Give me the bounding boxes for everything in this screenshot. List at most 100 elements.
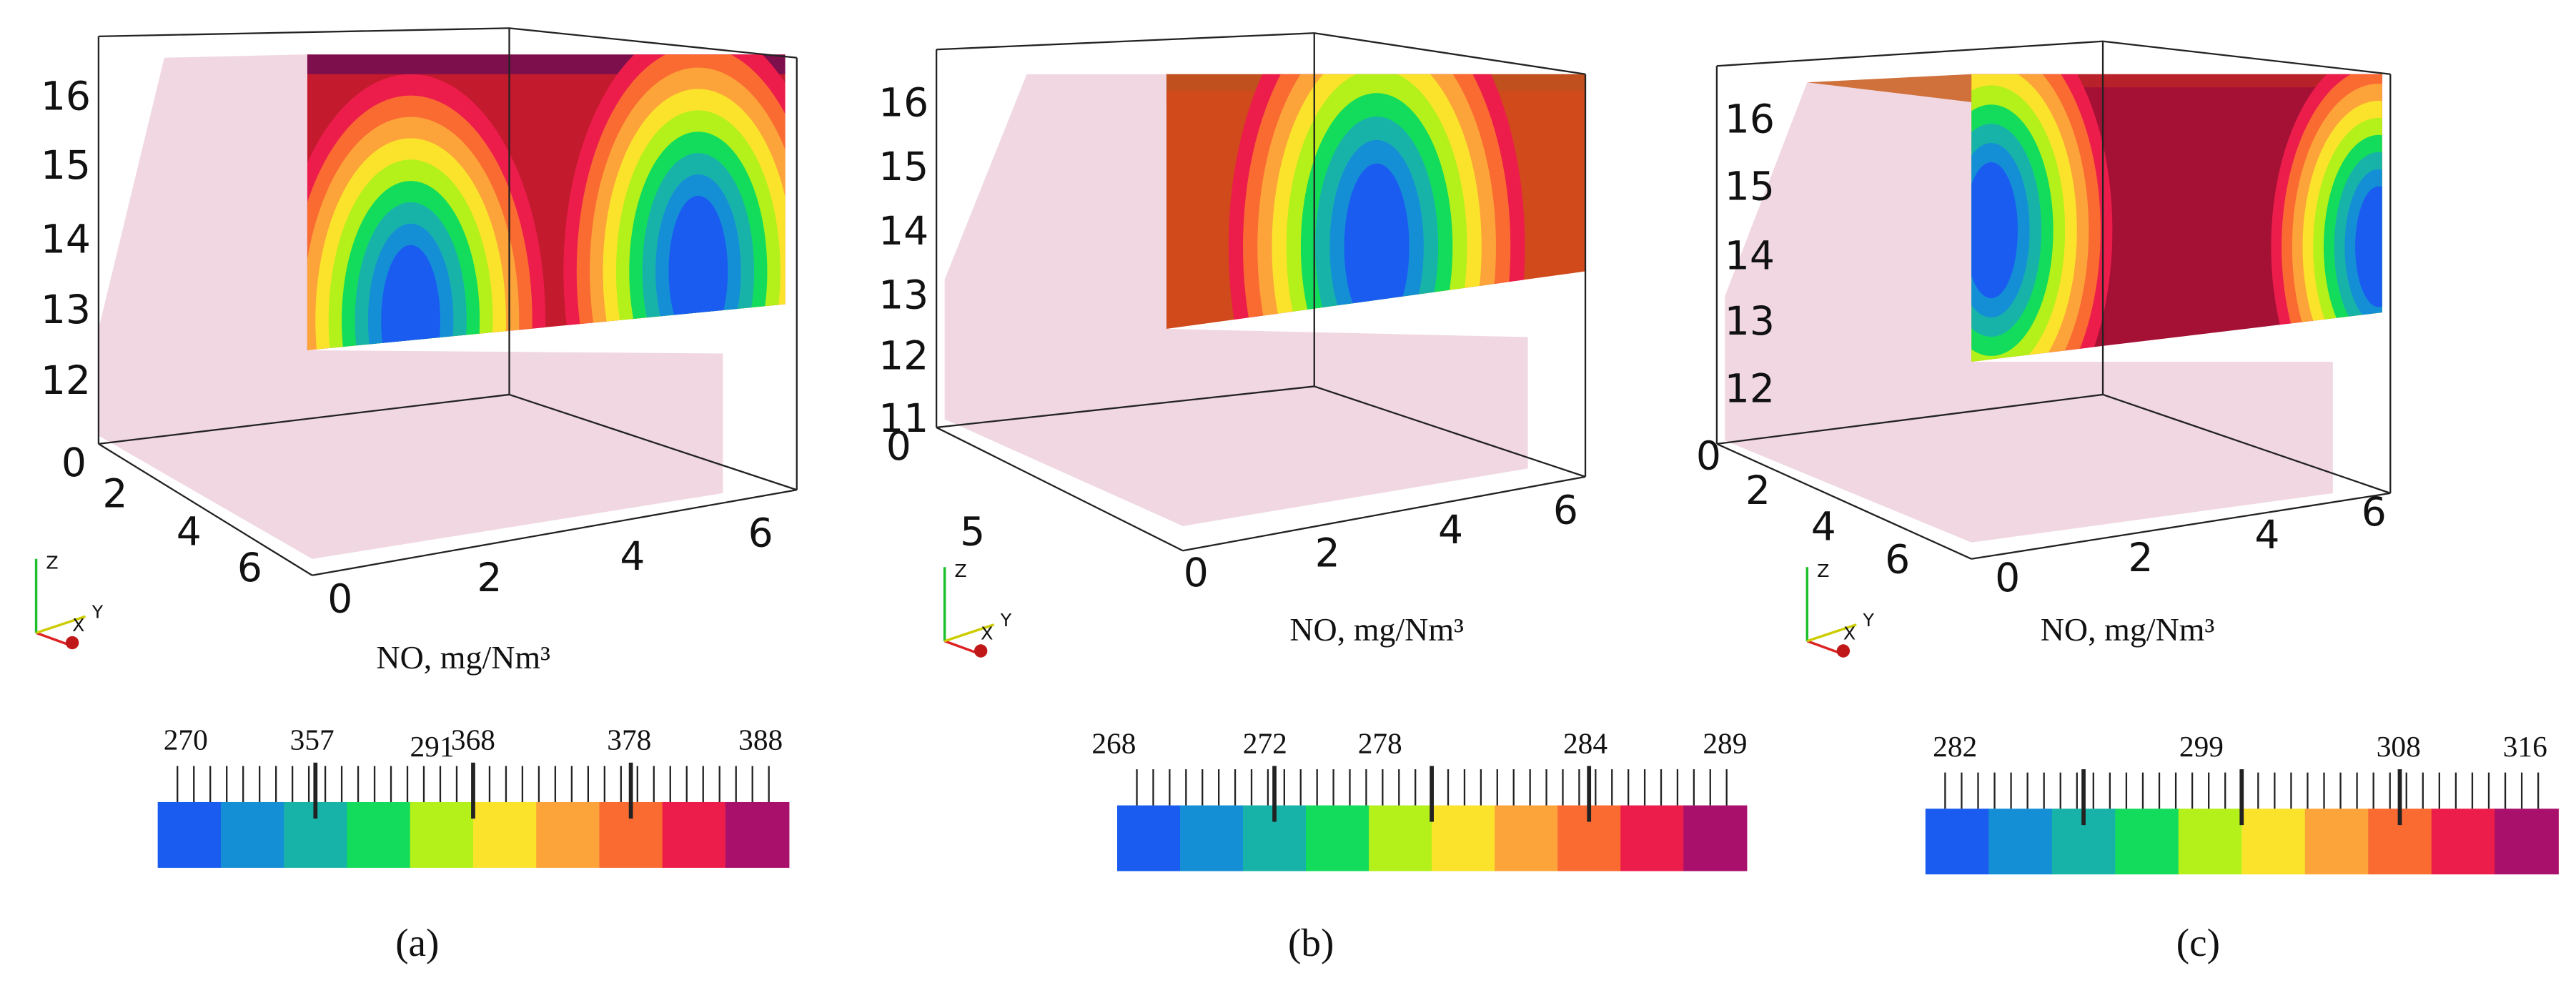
axis-frame <box>98 393 510 445</box>
x-tick-label: 6 <box>1553 488 1578 534</box>
colorbar-swatch <box>2304 809 2369 875</box>
panel: 11 12 13 14 15 16 0 5 0 2 4 6 NO, mg/Nm³ Z XY 268 272 278… <box>878 32 1748 964</box>
colorbar-label: 316 <box>2503 730 2547 763</box>
triad-label: Z <box>954 560 966 581</box>
colorbar-swatch <box>1620 805 1685 871</box>
axis-frame <box>1716 443 1972 560</box>
x-axis-label: NO, mg/Nm³ <box>2041 611 2215 648</box>
axis-frame <box>1182 475 1586 552</box>
colorbar-swatch <box>1988 809 2053 875</box>
axis-frame <box>509 393 798 491</box>
axis-frame <box>936 32 1314 51</box>
colorbar-swatch <box>347 801 411 868</box>
y-tick-label: 6 <box>237 545 262 591</box>
colorbar-label: 378 <box>607 723 651 756</box>
z-tick-label: 16 <box>878 81 928 127</box>
triad-label: Z <box>1817 560 1829 581</box>
colorbar-swatch <box>220 801 285 868</box>
colorbar-swatch <box>1432 805 1496 871</box>
x-tick-label: 0 <box>327 577 352 623</box>
triad-origin <box>974 644 988 658</box>
colorbar-label: 388 <box>738 723 783 756</box>
colorbar-label: 272 <box>1243 726 1287 759</box>
y-tick-label: 0 <box>61 440 86 486</box>
colorbar-label: 284 <box>1563 726 1607 759</box>
y-tick-label: 4 <box>177 509 202 555</box>
colorbar-swatch <box>1369 805 1433 871</box>
triad-origin <box>65 636 79 650</box>
contour-slice <box>307 54 786 350</box>
colorbar-swatch <box>2495 809 2559 875</box>
z-tick-label: 12 <box>41 358 91 404</box>
y-tick-label: 6 <box>1885 538 1910 583</box>
contour-band <box>381 244 440 350</box>
z-tick-label: 14 <box>1725 233 1775 279</box>
z-tick-label: 12 <box>1725 366 1775 412</box>
colorbar-label: 268 <box>1091 726 1136 759</box>
contour-band <box>2355 186 2382 307</box>
triad-label: X <box>1843 623 1856 644</box>
y-tick-label: 2 <box>1745 468 1770 514</box>
colorbar-swatch <box>1683 805 1748 871</box>
axis-frame <box>1716 393 2104 445</box>
axis-frame <box>2102 40 2391 75</box>
colorbar-label: 291 <box>410 730 454 763</box>
contour-band <box>1971 162 2018 299</box>
colorbar-swatch <box>2241 809 2306 875</box>
colorbar-swatch <box>1116 805 1182 871</box>
z-tick-label: 13 <box>878 272 928 318</box>
colorbar-swatch <box>1495 805 1559 871</box>
z-tick-label: 15 <box>41 143 91 189</box>
axis-frame <box>936 426 1184 552</box>
z-tick-label: 15 <box>878 144 928 190</box>
translucent-volume <box>944 74 1528 526</box>
colorbar-swatch <box>662 801 727 868</box>
triad-label: X <box>72 615 84 636</box>
colorbar-label: 270 <box>164 723 208 756</box>
x-axis-label: NO, mg/Nm³ <box>1289 611 1464 648</box>
translucent-volume <box>98 54 723 559</box>
x-tick-label: 0 <box>1995 555 2020 601</box>
colorbar-swatch <box>1306 805 1370 871</box>
x-tick-label: 0 <box>1184 550 1209 596</box>
z-tick-label: 14 <box>41 217 91 262</box>
x-tick-label: 6 <box>748 511 773 557</box>
x-tick-label: 4 <box>2254 513 2279 558</box>
y-tick-label: 4 <box>1811 505 1836 550</box>
contour-band <box>668 195 728 347</box>
axis-frame <box>1716 40 2104 67</box>
x-tick-label: 2 <box>2128 535 2153 581</box>
triad-y <box>36 615 86 634</box>
triad-origin <box>1836 644 1851 658</box>
translucent-volume <box>1725 74 2333 543</box>
triad-y <box>1806 623 1857 643</box>
axis-frame <box>1971 492 2391 560</box>
axis-frame <box>2102 393 2391 494</box>
contour-slice <box>1166 74 1586 330</box>
z-tick-label: 16 <box>41 74 91 119</box>
y-tick-label: 2 <box>102 472 127 518</box>
caption: (c) <box>2176 921 2220 964</box>
x-axis-label: NO, mg/Nm³ <box>376 639 550 676</box>
y-tick-label: 5 <box>960 509 985 555</box>
colorbar-label: 299 <box>2179 730 2224 763</box>
caption: (b) <box>1288 921 1334 964</box>
colorbar-swatch <box>2115 809 2179 875</box>
z-tick-label: 13 <box>1725 299 1775 345</box>
colorbar-swatch <box>1179 805 1244 871</box>
colorbar-label: 357 <box>290 723 335 756</box>
axis-frame <box>312 489 797 576</box>
colorbar-label: 308 <box>2377 730 2421 763</box>
colorbar-label: 278 <box>1358 726 1402 759</box>
z-tick-label: 14 <box>878 209 928 255</box>
colorbar-swatch <box>2431 809 2496 875</box>
colorbar-swatch <box>2178 809 2243 875</box>
triad-label: Y <box>1862 610 1874 631</box>
caption: (a) <box>395 921 439 964</box>
colorbar-swatch <box>410 801 475 868</box>
colorbar-swatch <box>472 801 538 868</box>
colorbar-swatch <box>725 801 790 868</box>
x-tick-label: 2 <box>1315 530 1340 576</box>
colorbar-swatch <box>157 801 222 868</box>
